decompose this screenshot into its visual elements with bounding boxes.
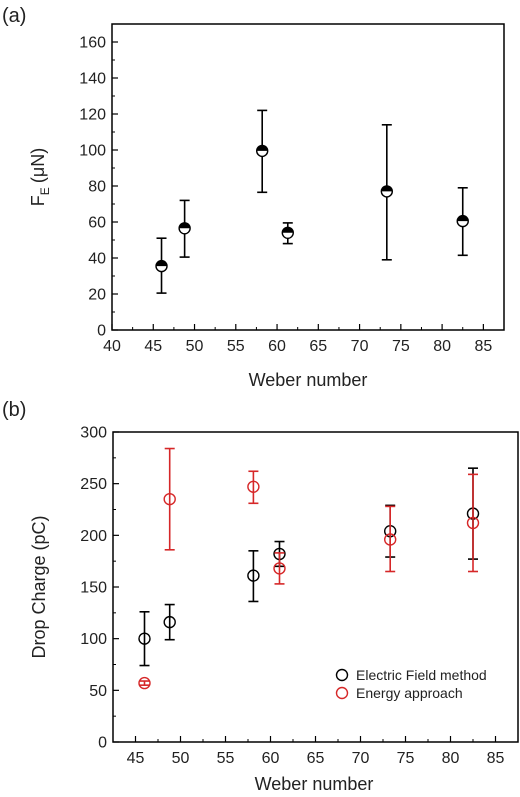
panel-b-legend: Electric Field method Energy approach [335,667,487,701]
panel-a-y-tick-label: 40 [88,251,106,268]
panel-b-x-tick-label: 65 [307,750,325,767]
panel-b-series1-data-point [247,480,260,493]
panel-a-x-tick-label: 80 [433,338,451,355]
panel-a-x-tick-label: 70 [351,338,369,355]
panel-b-series1-data-point [273,562,286,575]
legend-label-electric-field: Electric Field method [356,667,487,683]
panel-b-chart: (b) 45 50 55 60 65 70 75 80 85 0 50 100 150 200 250 300… [2,399,519,794]
panel-a-x-tick-label: 60 [268,338,286,355]
panel-a-x-axis-title: Weber number [249,370,368,390]
panel-a-letter: (a) [2,5,26,27]
panel-b-y-axis-title: Drop Charge (pC) [29,515,49,658]
panel-b-series0-data-point [138,632,151,645]
panel-b-series1-data-point [138,676,151,690]
panel-a-y-tick-label: 80 [88,179,106,196]
panel-a-data-point-fill [282,227,294,233]
panel-a-x-tick-label: 40 [103,338,121,355]
panel-a-y-tick-label: 120 [79,107,106,124]
panel-b-y-tick-label: 150 [80,580,107,597]
panel-a-y-axis-title-subscript: E [38,187,52,195]
panel-b-y-tick-label: 300 [80,425,107,442]
panel-b-y-tick-label: 250 [80,476,107,493]
panel-a-x-tick-label: 50 [186,338,204,355]
panel-a-y-tick-label: 140 [79,71,106,88]
panel-a-data-point-fill [381,185,393,192]
panel-b-y-tick-label: 100 [80,631,107,648]
panel-b-ticks: 45 50 55 60 65 70 75 80 85 0 50 100 150 200 250 300 [80,425,504,768]
panel-a-y-tick-label: 160 [79,35,106,52]
panel-a-data-point-fill [179,222,191,229]
panel-a-y-axis-title-unit: (μN) [28,148,48,183]
panel-b-x-tick-label: 80 [442,750,460,767]
panel-a-ticks: 40 45 50 55 60 65 70 75 80 85 0 20 40 60 80 100 120 140 16… [79,35,492,356]
panel-b-x-axis-title: Weber number [255,774,374,794]
panel-b-x-tick-label: 70 [352,750,370,767]
panel-b-y-tick-label: 0 [98,735,107,752]
panel-a-plot-frame [111,23,505,331]
panel-a-y-tick-label: 100 [79,143,106,160]
panel-a-data-point-fill [457,215,469,222]
panel-b-x-tick-label: 50 [172,750,190,767]
panel-b-y-tick-label: 200 [80,528,107,545]
panel-b-x-tick-label: 85 [487,750,505,767]
panel-b-series1-data-point [163,492,176,506]
panel-a-x-tick-label: 85 [474,338,492,355]
legend-marker-electric-field [335,668,349,682]
panel-a-y-axis-title-main: F [28,195,48,206]
panel-b-y-tick-label: 50 [89,683,107,700]
panel-b-series0-data-point [247,569,260,582]
panel-b-series0-data-point [163,615,176,629]
panel-a-y-tick-label: 0 [97,323,106,340]
panel-b-series1-data-point [466,516,480,530]
panel-a-y-axis-title: FE (μN) [28,148,52,206]
panel-b-x-tick-label: 45 [127,750,145,767]
panel-b-series1-data-point [384,533,397,546]
panel-a-x-tick-label: 65 [309,338,327,355]
panel-b-data-marks [138,447,480,690]
panel-b-x-tick-label: 75 [397,750,415,767]
panel-a-x-tick-label: 45 [144,338,162,355]
panel-a-y-tick-label: 60 [88,215,106,232]
panel-a-data-point-fill [256,145,268,151]
panel-b-letter: (b) [2,399,26,421]
panel-b-x-tick-label: 55 [217,750,235,767]
panel-b-x-tick-label: 60 [262,750,280,767]
panel-a-y-tick-label: 20 [88,287,106,304]
panel-a-data-point-fill [156,260,168,267]
panel-a-chart: (a) 40 45 50 55 60 65 70 75 80 85 0 20 40 60 80 100 120 1… [2,5,505,390]
panel-a-data-marks [155,109,469,294]
panel-a-x-tick-label: 75 [392,338,410,355]
legend-label-energy-approach: Energy approach [356,685,463,701]
legend-marker-energy-approach [335,686,349,700]
panel-a-x-tick-label: 55 [227,338,245,355]
